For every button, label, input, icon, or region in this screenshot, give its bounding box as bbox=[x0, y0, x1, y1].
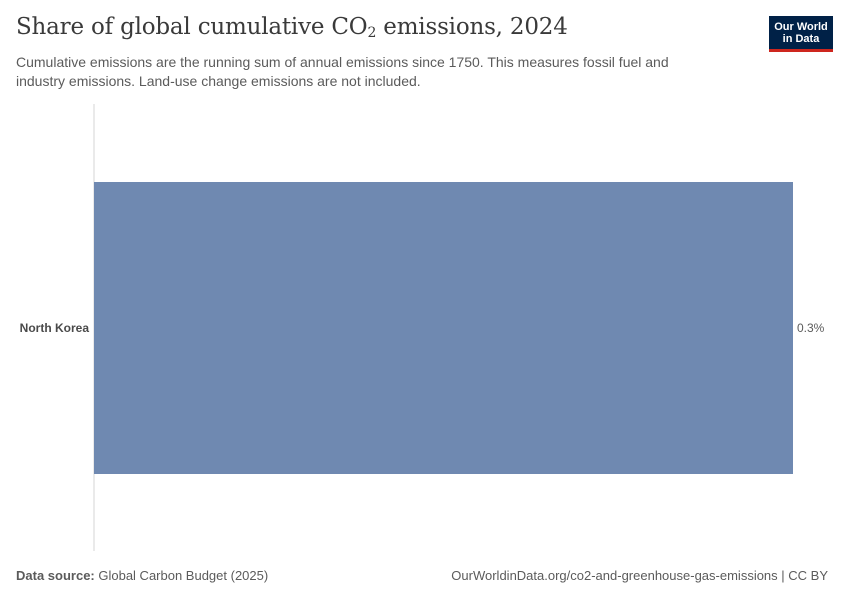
title-subscript: 2 bbox=[367, 25, 377, 41]
source-url-link[interactable]: OurWorldinData.org/co2-and-greenhouse-ga… bbox=[451, 568, 828, 583]
owid-logo[interactable]: Our World in Data bbox=[769, 16, 833, 52]
logo-line-2: in Data bbox=[782, 33, 820, 45]
chart-title: Share of global cumulative CO2 emissions… bbox=[16, 14, 568, 41]
logo-line-1: Our World bbox=[774, 21, 828, 33]
title-tail: emissions, 2024 bbox=[376, 14, 568, 40]
category-label: North Korea bbox=[20, 321, 90, 335]
bar-north-korea[interactable] bbox=[94, 182, 793, 474]
data-source-value: Global Carbon Budget (2025) bbox=[94, 568, 269, 583]
chart-subtitle: Cumulative emissions are the running sum… bbox=[16, 54, 669, 89]
data-source-label: Data source: bbox=[16, 568, 95, 583]
data-source: Data source: Global Carbon Budget (2025) bbox=[16, 568, 268, 583]
value-label: 0.3% bbox=[797, 321, 825, 335]
title-main: Share of global cumulative CO bbox=[16, 14, 368, 40]
